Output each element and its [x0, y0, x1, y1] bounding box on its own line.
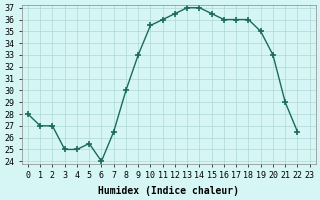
X-axis label: Humidex (Indice chaleur): Humidex (Indice chaleur): [98, 186, 239, 196]
